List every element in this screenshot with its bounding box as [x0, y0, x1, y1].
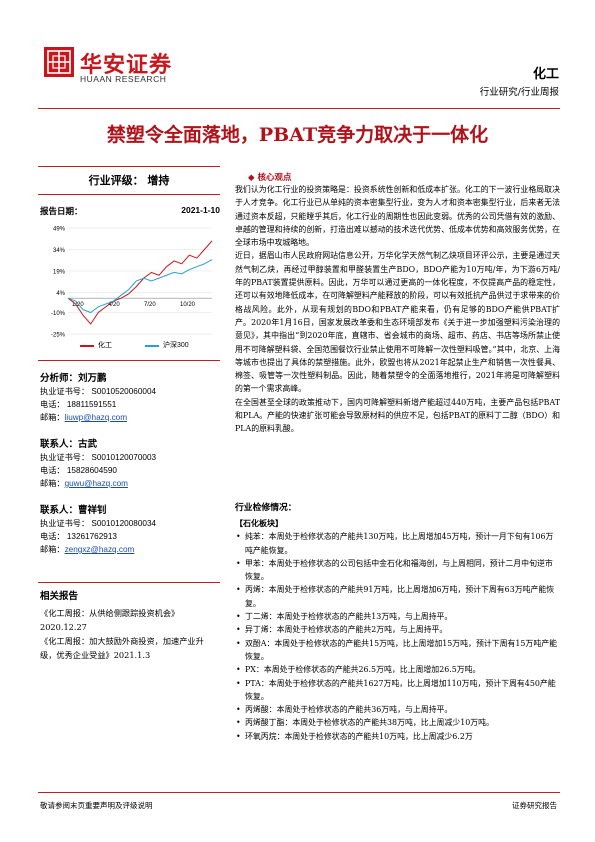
contact-email-label: 邮箱： — [40, 478, 65, 488]
header-divider — [38, 108, 560, 109]
contact-email[interactable]: zengxz@hazq.com — [64, 545, 135, 554]
report-date: 2021-1-10 — [181, 205, 220, 215]
analyst-cert: 执业证书号： S0010520060004 — [40, 387, 157, 396]
contact-name: 曹祥钊 — [78, 505, 107, 516]
analyst-block-1: 分析师：刘万鹏 执业证书号： S0010520060004 电话： 188115… — [40, 372, 156, 424]
rating-bottom-divider — [38, 194, 220, 195]
tracking-subheading: 【石化板块】 — [235, 518, 283, 528]
chart-legend: 化工 沪深300 — [40, 340, 220, 354]
industry-rating: 行业评级： 增持 — [88, 174, 170, 187]
legend-swatch-chemical — [80, 345, 94, 347]
tracking-heading: 行业检修情况： — [235, 503, 297, 513]
y-tick-label: 19% — [53, 269, 66, 275]
logo-english: HUAAN RESEARCH — [80, 74, 167, 84]
category-label: 行业研究/行业周报 — [479, 87, 559, 98]
y-tick-label: 49% — [53, 227, 66, 233]
analyst-phone: 电话： 18811591551 — [40, 400, 117, 409]
analyst-email[interactable]: liuwp@hazq.com — [64, 413, 128, 422]
contact-role: 联系人： — [40, 505, 79, 516]
related-item: 《化工周报：从供给侧跟踪投资机会》2020.12.27 — [40, 608, 180, 632]
performance-chart: 49% 34% 19% 4% -10% -25% 1/20 4/20 7/20 10/20 — [51, 227, 213, 339]
report-date-label: 报告日期： — [40, 207, 83, 217]
contact-phone: 电话： 15828604590 — [40, 466, 117, 475]
tracking-list: 【石化板块】 纯苯：本周处于检修状态的产能共130万吨，比上周增加45万吨，预计… — [235, 517, 560, 743]
list-item: 纯苯：本周处于检修状态的产能共130万吨，比上周增加45万吨，预计一月下旬有10… — [235, 530, 560, 557]
contact-email[interactable]: guwu@hazq.com — [64, 479, 128, 488]
core-views-text: 我们认为化工行业的投资策略是：投资系统性创新和低成本扩张。化工的下一波行业格局取… — [235, 183, 560, 436]
page-title: 禁塑令全面落地，PBAT竞争力取决于一体化 — [106, 124, 489, 146]
contact-block-1: 联系人：古武 执业证书号： S0010120070003 电话： 1582860… — [40, 438, 156, 490]
related-reports: 相关报告 《化工周报：从供给侧跟踪投资机会》2020.12.27 《化工周报：加… — [40, 590, 220, 662]
analyst-role: 分析师： — [40, 373, 79, 384]
analyst-email-label: 邮箱： — [40, 412, 65, 422]
list-item: 丙烯酸：本周处于检修状态的产能共36万吨，与上周持平。 — [235, 703, 560, 717]
list-item: 丁二烯：本周处于检修状态的产能共13万吨，与上周持平。 — [235, 610, 560, 624]
logo-chinese: 华安证券 — [80, 52, 173, 78]
series-line-1 — [67, 259, 213, 314]
footer-divider — [38, 792, 560, 793]
list-item: 丙烯酸丁酯：本周处于检修状态的产能共38万吨，比上周减少10万吨。 — [235, 716, 560, 730]
core-paragraph: 在全国甚至全球的政策推动下，国内可降解塑料新增产能超过440万吨，主要产品包括P… — [235, 397, 560, 434]
logo-mark — [44, 47, 74, 77]
list-item: PX：本周处于检修状态的产能共26.5万吨，比上周增加26.5万吨。 — [235, 663, 560, 677]
related-divider — [38, 582, 220, 583]
list-item: 环氧丙烷：本周处于检修状态的产能共10万吨，比上周减少6.2万 — [235, 730, 560, 744]
contact-cert: 执业证书号： S0010120080034 — [40, 519, 157, 528]
core-paragraph: 近日，据眉山市人民政府网站信息公开，万华化学天然气制乙炔项目环评公示，主要是通过… — [235, 251, 560, 394]
x-tick-label: 7/20 — [144, 302, 156, 308]
related-item: 《化工周报：加大鼓励外商投资，加速产业升级，优秀企业受益》2021.1.3 — [40, 636, 204, 660]
rating-top-divider — [38, 166, 220, 167]
x-tick-label: 1/20 — [72, 302, 84, 308]
list-item: PTA：本周处于检修状态的产能共1627万吨，比上周增加110万吨，预计下周有4… — [235, 677, 560, 704]
y-tick-label: -10% — [51, 311, 66, 317]
list-item: 丙烯：本周处于检修状态的产能共91万吨，比上周增加6万吨，预计下周有63万吨产能… — [235, 583, 560, 610]
list-item: 异丁烯：本周处于检修状态的产能共2万吨，与上周持平。 — [235, 623, 560, 637]
core-views-heading: ◆ 核心观点 — [248, 173, 292, 183]
y-tick-label: -25% — [51, 333, 66, 339]
sector-label: 化工 — [532, 67, 559, 82]
legend-label-chemical: 化工 — [98, 342, 112, 349]
diamond-icon: ◆ — [248, 173, 255, 183]
legend-swatch-csi300 — [145, 345, 159, 347]
y-tick-label: 34% — [53, 248, 66, 254]
list-item: 双酚A：本周处于检修状态的产能共15万吨，比上周增加15万吨，预计下周有15万吨… — [235, 637, 560, 664]
contact-email-label: 邮箱： — [40, 544, 65, 554]
y-tick-label: 4% — [56, 291, 65, 297]
footer-report-type: 证券研究报告 — [512, 801, 557, 810]
series-line-0 — [67, 240, 213, 325]
x-tick-label: 4/20 — [108, 302, 120, 308]
contact-block-2: 联系人：曹祥钊 执业证书号： S0010120080034 电话： 132617… — [40, 504, 156, 556]
contact-name: 古武 — [78, 439, 98, 450]
contact-cert: 执业证书号： S0010120070003 — [40, 453, 157, 462]
related-heading: 相关报告 — [40, 591, 79, 602]
contact-role: 联系人： — [40, 439, 79, 450]
analyst-name: 刘万鹏 — [78, 373, 107, 384]
chart-bottom-divider — [38, 360, 220, 361]
list-item: 甲苯：本周处于检修状态的公司包括中金石化和福海创，与上周相同，预计二月中旬逆市恢… — [235, 557, 560, 584]
footer-disclaimer: 敬请参阅末页重要声明及评级说明 — [40, 801, 153, 810]
legend-label-csi300: 沪深300 — [163, 342, 189, 349]
contact-phone: 电话： 13261762913 — [40, 532, 117, 541]
x-tick-label: 10/20 — [180, 302, 196, 308]
core-paragraph: 我们认为化工行业的投资策略是：投资系统性创新和低成本扩张。化工的下一波行业格局取… — [235, 185, 560, 248]
